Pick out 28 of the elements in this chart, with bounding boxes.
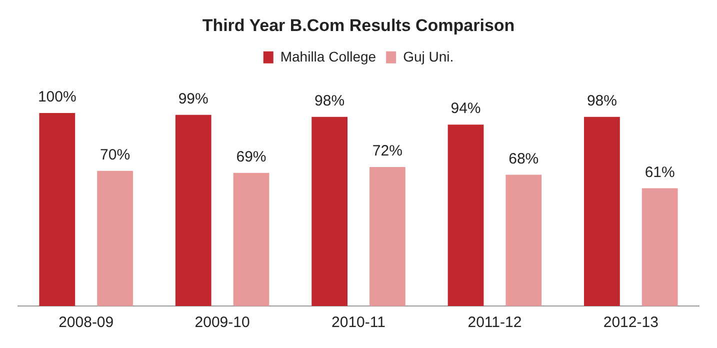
x-tick-label: 2011-12 [468, 314, 522, 332]
data-label: 100% [38, 88, 76, 106]
x-tick-label: 2009-10 [194, 314, 250, 332]
bar [506, 174, 542, 306]
data-label: 98% [314, 92, 345, 110]
data-label: 98% [586, 92, 617, 110]
bar [39, 113, 76, 306]
bar [642, 188, 678, 306]
bar [175, 114, 212, 306]
x-tick-label: 2012-13 [603, 314, 658, 332]
chart-title: Third Year B.Com Results Comparison [202, 16, 515, 35]
legend-label: Guj Uni. [403, 48, 454, 64]
x-tick-label: 2008-09 [58, 314, 114, 332]
data-label: 94% [450, 100, 481, 118]
bar [584, 116, 620, 306]
data-label: 69% [236, 148, 266, 166]
bar [312, 116, 348, 306]
data-label: 61% [644, 164, 675, 181]
bar [448, 124, 484, 306]
legend-label: Mahilla College [280, 48, 376, 64]
bar [370, 167, 406, 306]
bar [233, 172, 270, 306]
data-label: 72% [372, 142, 402, 160]
x-tick-label: 2010-11 [332, 314, 386, 332]
data-label: 99% [178, 90, 208, 108]
data-label: 70% [100, 146, 130, 164]
bar [97, 170, 133, 306]
data-label: 68% [508, 150, 539, 168]
